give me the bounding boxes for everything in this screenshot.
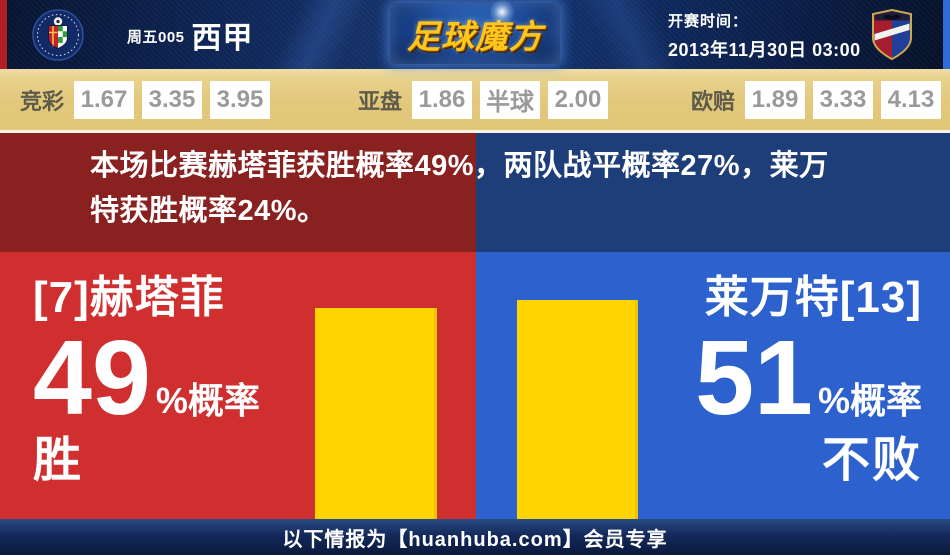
odds-group-oupei: 欧赔 1.89 3.33 4.13 [691, 69, 942, 130]
away-percent: 51 [695, 319, 813, 437]
odds-value: 3.35 [142, 80, 203, 119]
left-accent-stripe [0, 0, 7, 69]
away-percent-suffix: %概率 [817, 380, 922, 421]
home-team-crest-icon [32, 9, 84, 61]
footer-bar: 以下情报为【huanhuba.com】会员专享 [0, 519, 950, 555]
home-probability-bar [315, 308, 437, 519]
prediction-summary-text: 本场比赛赫塔菲获胜概率49%，两队战平概率27%，莱万 特获胜概率24%。 [90, 150, 829, 227]
verdict-band: [7]赫塔菲 49 %概率 胜 莱万特[13] 51 %概率 不败 [0, 252, 950, 519]
header: 周五005 西甲 足球魔方 开赛时间： 2013年11月30日 03:00 [0, 0, 950, 69]
summary-blue-panel [476, 133, 950, 252]
home-verdict: 胜 [33, 434, 84, 487]
odds-value: 1.86 [412, 80, 473, 119]
away-verdict: 不败 [821, 434, 922, 487]
summary-red-panel [0, 133, 476, 252]
odds-value: 3.33 [813, 80, 874, 119]
odds-value: 4.13 [881, 80, 942, 119]
odds-value: 半球 [480, 80, 541, 119]
prediction-summary-band: 本场比赛赫塔菲获胜概率49%，两队战平概率27%，莱万 特获胜概率24%。 [0, 133, 950, 252]
kickoff-time: 开赛时间： 2013年11月30日 03:00 [668, 10, 861, 62]
away-probability-bar [517, 300, 638, 519]
home-percent-suffix: %概率 [155, 380, 260, 421]
kickoff-label: 开赛时间： [668, 13, 749, 30]
odds-label-yapan: 亚盘 [358, 88, 403, 114]
away-team-name: 莱万特[13] [704, 273, 922, 322]
odds-group-yapan: 亚盘 1.86 半球 2.00 [358, 69, 609, 130]
home-team-block: [7]赫塔菲 49 %概率 胜 [33, 270, 260, 488]
away-team-block: 莱万特[13] 51 %概率 不败 [695, 270, 922, 488]
kickoff-datetime: 2013年11月30日 03:00 [668, 40, 861, 60]
home-team-name: [7]赫塔菲 [33, 273, 225, 322]
site-logo-text: 足球魔方 [407, 17, 543, 55]
away-team-crest-icon [866, 7, 918, 63]
odds-value: 2.00 [548, 80, 609, 119]
match-number-label: 周五005 [127, 29, 185, 46]
site-logo[interactable]: 足球魔方 [390, 0, 560, 64]
footer-text: 以下情报为【huanhuba.com】会员专享 [282, 528, 668, 551]
right-accent-stripe [943, 0, 950, 69]
odds-value: 1.67 [74, 80, 135, 119]
league-name: 西甲 [191, 21, 254, 55]
odds-bar: 竞彩 1.67 3.35 3.95 亚盘 1.86 半球 2.00 欧赔 1.8… [0, 69, 950, 130]
odds-value: 1.89 [745, 80, 806, 119]
odds-label-oupei: 欧赔 [691, 88, 736, 114]
odds-label-jingcai: 竞彩 [20, 88, 65, 114]
match-info: 周五005 西甲 [127, 0, 254, 69]
separator-line [0, 130, 950, 133]
odds-value: 3.95 [210, 80, 271, 119]
home-percent: 49 [33, 319, 151, 437]
odds-group-jingcai: 竞彩 1.67 3.35 3.95 [20, 69, 271, 130]
